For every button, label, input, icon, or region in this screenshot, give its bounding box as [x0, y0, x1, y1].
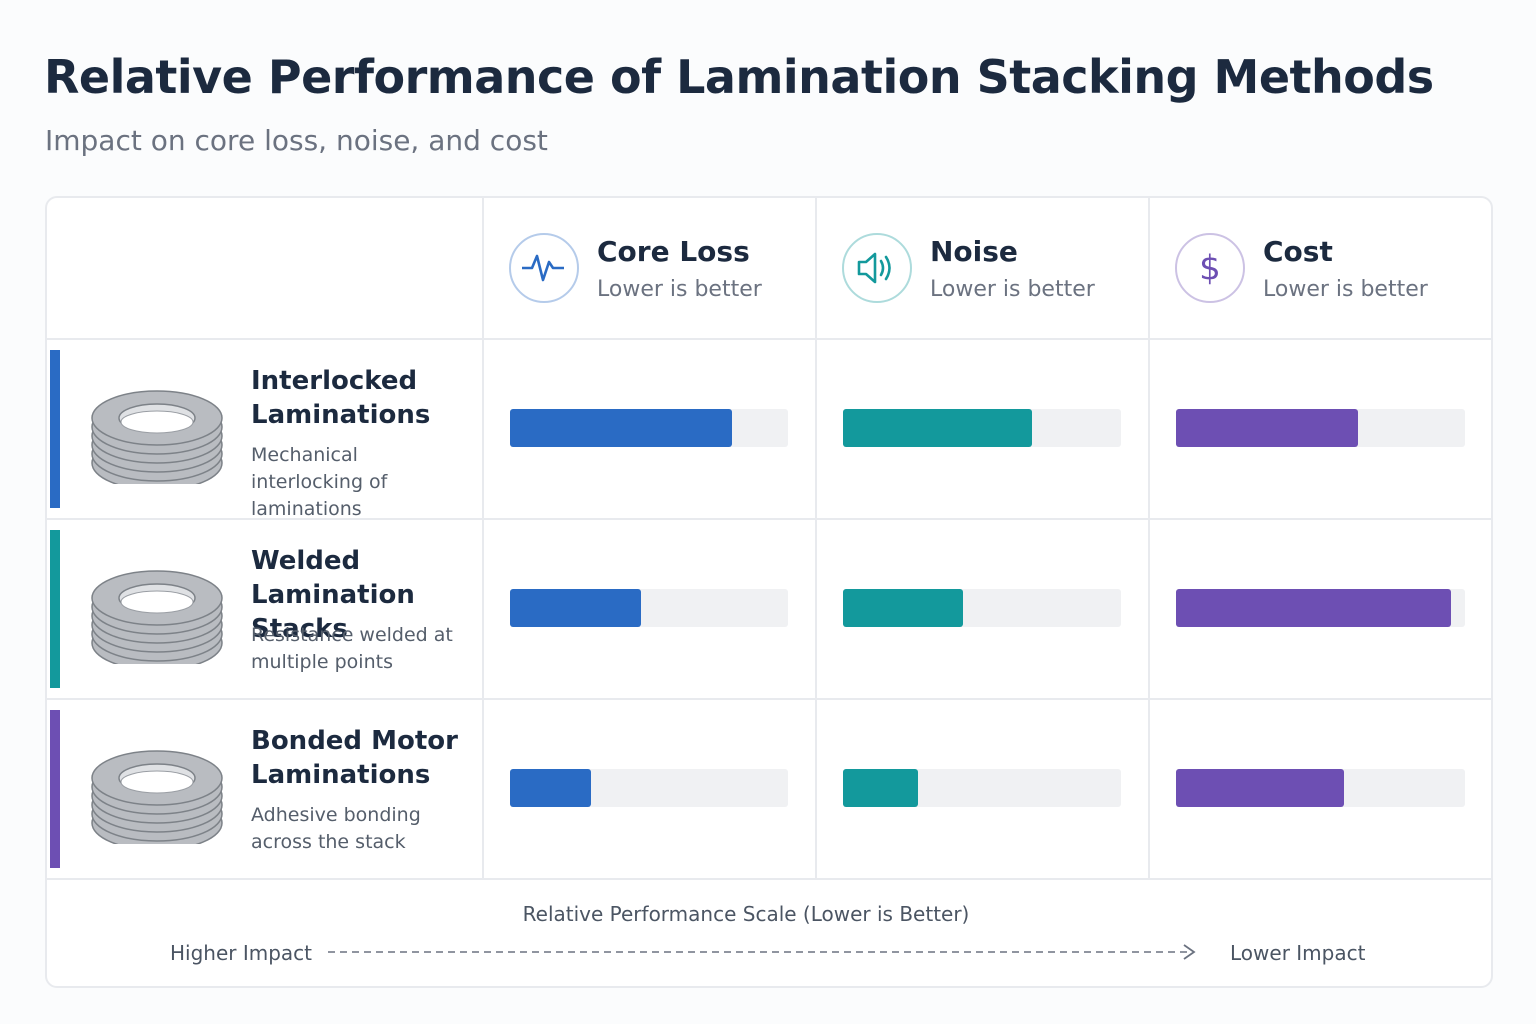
column-divider: [1148, 198, 1150, 878]
metric-icon: [842, 233, 912, 303]
method-description: Mechanical interlocking of laminations: [251, 444, 388, 520]
method-name: Welded Lamination Stacks: [251, 546, 415, 644]
chart-subtitle: Impact on core loss, noise, and cost: [45, 124, 548, 157]
bar: [843, 409, 1033, 447]
scale-right-label: Lower Impact: [1230, 941, 1366, 965]
metric-icon: [509, 233, 579, 303]
method-description: Adhesive bonding across the stack: [251, 804, 421, 853]
method-name: Interlocked Laminations: [251, 366, 431, 430]
bar: [843, 769, 919, 807]
metric-subtitle: Lower is better: [930, 277, 1095, 302]
bar: [1176, 589, 1451, 627]
metric-subtitle: Lower is better: [1263, 277, 1428, 302]
metric-name: Core Loss: [597, 235, 750, 268]
column-divider: [482, 198, 484, 878]
row-accent: [50, 710, 60, 868]
bar: [1176, 409, 1359, 447]
row-divider: [47, 338, 1491, 340]
scale-title: Relative Performance Scale (Lower is Bet…: [522, 902, 970, 926]
bar: [843, 589, 963, 627]
row-divider: [47, 878, 1491, 880]
metric-name: Cost: [1263, 235, 1333, 268]
stack-illustration: [91, 570, 223, 664]
metric-name: Noise: [930, 235, 1018, 268]
bar: [510, 589, 641, 627]
metric-subtitle: Lower is better: [597, 277, 762, 302]
chart-title: Relative Performance of Lamination Stack…: [44, 50, 1434, 104]
bar: [1176, 769, 1344, 807]
row-accent: [50, 350, 60, 508]
column-divider: [815, 198, 817, 878]
bar: [510, 409, 733, 447]
scale-left-label: Higher Impact: [170, 941, 313, 965]
svg-text:$: $: [1199, 249, 1221, 289]
method-name: Bonded Motor Laminations: [251, 726, 458, 790]
row-accent: [50, 530, 60, 688]
stack-illustration: [91, 750, 223, 844]
row-divider: [47, 698, 1491, 700]
metric-icon: $: [1175, 233, 1245, 303]
method-description: Resistance welded at multiple points: [251, 624, 453, 673]
row-divider: [47, 518, 1491, 520]
bar: [510, 769, 591, 807]
scale-arrow: [328, 944, 1196, 960]
stack-illustration: [91, 390, 223, 484]
